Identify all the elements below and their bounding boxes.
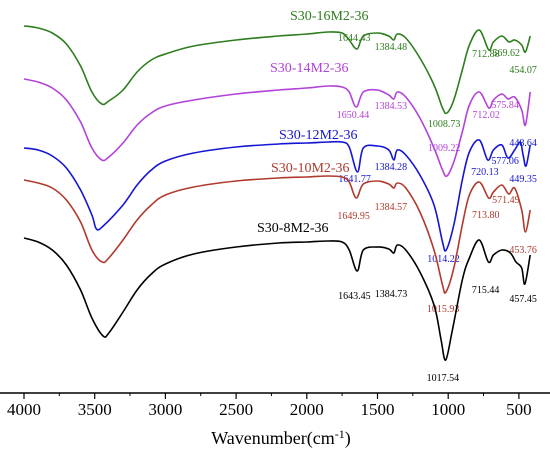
series-S30-12M2-36: S30-12M2-363488.281641.771384.281014.227…	[23, 128, 537, 265]
x-tick-label: 3500	[78, 400, 112, 419]
peak-label: 1384.53	[375, 101, 408, 112]
series-S30-14M2-36: S30-14M2-363449.481650.441384.531009.227…	[23, 61, 531, 178]
x-axis: 4000 3500 3000 2500 2000 1500 1000 500	[0, 392, 550, 419]
series-label: S30-14M2-36	[270, 61, 349, 76]
peak-label: 1015.93	[427, 304, 460, 315]
series-S30-16M2-36: S30-16M2-363449.611644.431384.481008.737…	[23, 9, 537, 130]
peak-label: 569.62	[493, 48, 521, 59]
peak-label: 1641.77	[338, 174, 371, 185]
x-tick-label: 500	[506, 400, 532, 419]
peak-label: 453.76	[509, 245, 537, 256]
series-S30-8M2-36: S30-8M2-363440.641643.451384.731017.5471…	[23, 221, 537, 384]
peak-label: 1644.43	[338, 33, 371, 44]
series-line	[23, 139, 531, 252]
peak-label: 1384.73	[375, 289, 408, 300]
peak-label: 712.88	[472, 49, 500, 60]
x-tick-label: 3000	[148, 400, 182, 419]
peak-label: 1649.95	[337, 211, 370, 222]
peak-label: 575.84	[491, 100, 519, 111]
peak-label: 1009.22	[428, 143, 461, 154]
series-label: S30-8M2-36	[257, 221, 329, 236]
x-tick-label: 2500	[219, 400, 253, 419]
series-label: S30-10M2-36	[271, 161, 350, 176]
peak-label: 449.35	[509, 174, 537, 185]
series-S30-10M2-36: S30-10M2-363447.961649.951384.571015.937…	[23, 161, 537, 315]
peak-label: 715.44	[472, 285, 500, 296]
x-tick-label: 1500	[361, 400, 395, 419]
peak-label: 1008.73	[428, 119, 461, 130]
peak-label: 577.06	[491, 156, 519, 167]
peak-label: 1384.57	[375, 202, 408, 213]
peak-label: 1650.44	[337, 110, 370, 121]
series-label: S30-12M2-36	[279, 128, 358, 143]
series-layer: S30-16M2-363449.611644.431384.481008.737…	[23, 9, 537, 384]
peak-label: 720.13	[471, 167, 499, 178]
peak-label: 713.80	[472, 210, 500, 221]
peak-label: 1643.45	[338, 291, 371, 302]
series-line	[23, 175, 531, 294]
series-line	[23, 25, 531, 115]
peak-label: 454.07	[509, 65, 537, 76]
peak-label: 1384.28	[375, 162, 408, 173]
peak-label: 712.02	[472, 110, 500, 121]
x-axis-title: Wavenumber(cm-1)	[211, 427, 351, 449]
series-label: S30-16M2-36	[290, 9, 369, 24]
peak-label: 1017.54	[427, 373, 460, 384]
x-tick-label: 2000	[290, 400, 324, 419]
series-line	[23, 78, 531, 178]
peak-label: 457.45	[509, 294, 537, 305]
x-tick-label: 1000	[431, 400, 465, 419]
peak-label: 448.64	[509, 138, 537, 149]
peak-label: 1014.22	[427, 254, 460, 265]
peak-label: 1384.48	[375, 42, 408, 53]
peak-label: 571.49	[492, 195, 520, 206]
x-tick-label: 4000	[7, 400, 41, 419]
series-line	[23, 237, 531, 361]
